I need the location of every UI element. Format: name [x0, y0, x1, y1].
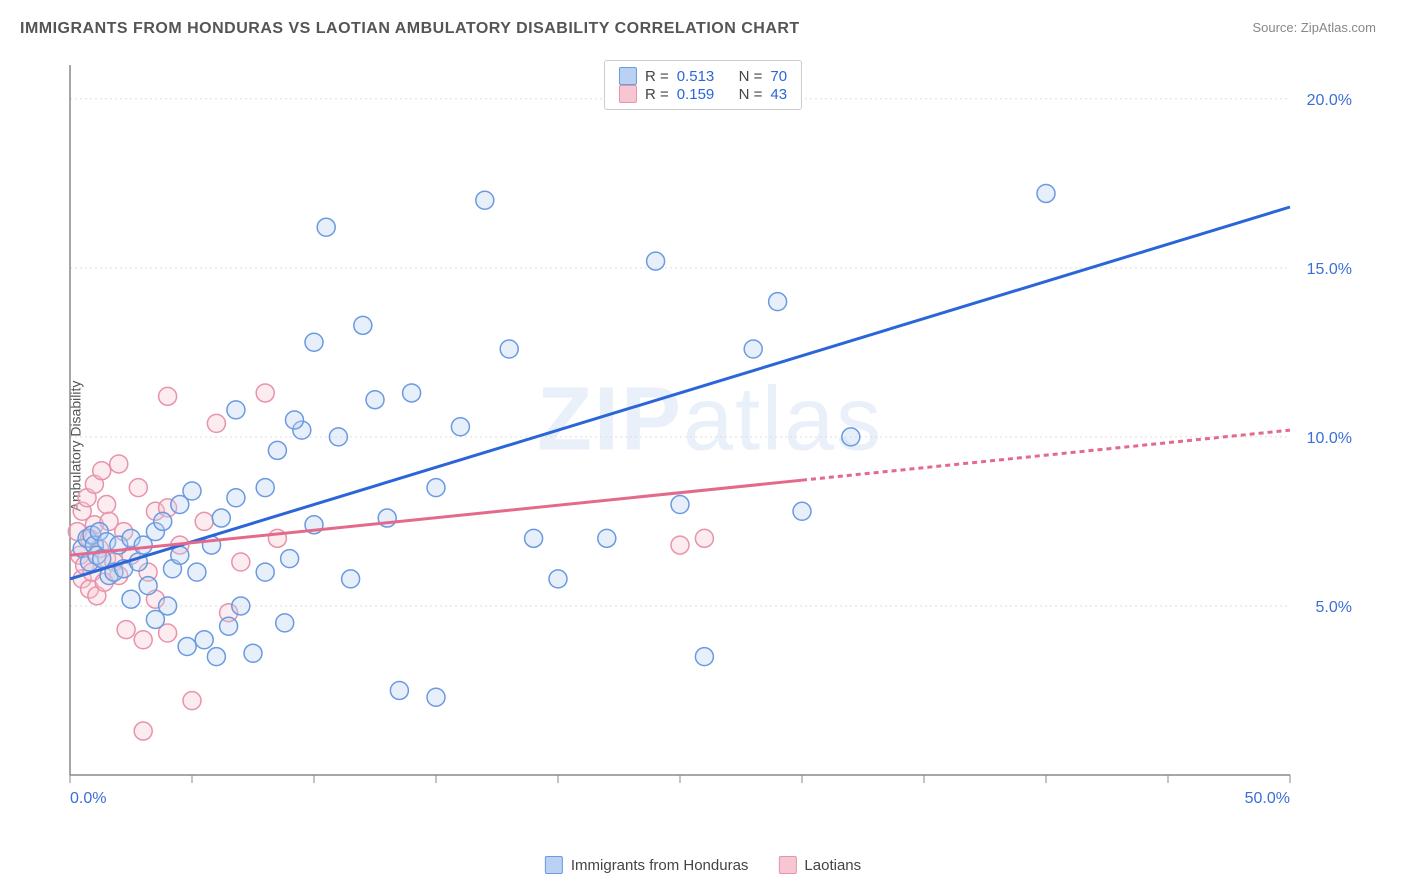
n-label: N = [739, 86, 763, 103]
scatter-point-honduras [329, 428, 347, 446]
ytick-label: 15.0% [1307, 261, 1352, 278]
scatter-point-laotians [695, 529, 713, 547]
legend-label-1: Immigrants from Honduras [571, 857, 749, 874]
regression-line-honduras [70, 207, 1290, 579]
r-value-2: 0.159 [677, 86, 715, 103]
scatter-point-honduras [195, 631, 213, 649]
chart-title: IMMIGRANTS FROM HONDURAS VS LAOTIAN AMBU… [20, 20, 800, 38]
legend-item-2: Laotians [778, 856, 861, 874]
scatter-point-honduras [305, 333, 323, 351]
scatter-point-laotians [134, 631, 152, 649]
n-label: N = [739, 68, 763, 85]
swatch-series2-icon [619, 85, 637, 103]
scatter-point-honduras [427, 688, 445, 706]
ytick-label: 5.0% [1316, 599, 1352, 616]
scatter-point-honduras [476, 191, 494, 209]
scatter-point-laotians [98, 496, 116, 514]
scatter-point-honduras [227, 489, 245, 507]
scatter-point-honduras [171, 496, 189, 514]
scatter-point-honduras [232, 597, 250, 615]
scatter-point-honduras [366, 391, 384, 409]
r-label: R = [645, 86, 669, 103]
scatter-point-honduras [647, 252, 665, 270]
legend-item-1: Immigrants from Honduras [545, 856, 749, 874]
scatter-point-honduras [1037, 184, 1055, 202]
legend-series: Immigrants from Honduras Laotians [545, 856, 861, 874]
scatter-point-honduras [256, 563, 274, 581]
scatter-point-honduras [188, 563, 206, 581]
scatter-point-laotians [183, 692, 201, 710]
scatter-point-honduras [268, 441, 286, 459]
legend-row-2: R = 0.159 N = 43 [619, 85, 787, 103]
scatter-point-honduras [769, 293, 787, 311]
scatter-point-laotians [134, 722, 152, 740]
scatter-point-laotians [207, 414, 225, 432]
scatter-point-honduras [744, 340, 762, 358]
scatter-point-laotians [256, 384, 274, 402]
scatter-point-honduras [212, 509, 230, 527]
scatter-point-honduras [500, 340, 518, 358]
scatter-point-honduras [220, 617, 238, 635]
scatter-point-laotians [117, 621, 135, 639]
scatter-point-laotians [93, 462, 111, 480]
r-label: R = [645, 68, 669, 85]
scatter-point-honduras [122, 590, 140, 608]
ytick-label: 10.0% [1307, 430, 1352, 447]
scatter-plot: 5.0% 10.0% 15.0% 20.0% 0.0% 50.0% [60, 55, 1360, 815]
scatter-point-honduras [427, 479, 445, 497]
source-attribution: Source: ZipAtlas.com [1252, 20, 1376, 35]
scatter-point-honduras [342, 570, 360, 588]
source-label: Source: [1252, 20, 1300, 35]
scatter-point-honduras [695, 648, 713, 666]
scatter-point-laotians [159, 387, 177, 405]
n-value-2: 43 [770, 86, 787, 103]
legend-correlation: R = 0.513 N = 70 R = 0.159 N = 43 [604, 60, 802, 110]
scatter-point-honduras [227, 401, 245, 419]
scatter-point-laotians [129, 479, 147, 497]
scatter-point-honduras [256, 479, 274, 497]
scatter-point-laotians [232, 553, 250, 571]
scatter-point-laotians [671, 536, 689, 554]
scatter-point-honduras [549, 570, 567, 588]
scatter-point-honduras [390, 681, 408, 699]
source-value: ZipAtlas.com [1301, 20, 1376, 35]
scatter-point-honduras [244, 644, 262, 662]
regression-line-laotians-dashed [802, 430, 1290, 480]
scatter-point-honduras [171, 546, 189, 564]
scatter-point-honduras [598, 529, 616, 547]
swatch-series2-icon [778, 856, 796, 874]
r-value-1: 0.513 [677, 68, 715, 85]
scatter-point-honduras [276, 614, 294, 632]
xtick-label: 50.0% [1245, 790, 1290, 807]
scatter-point-honduras [139, 577, 157, 595]
scatter-point-laotians [110, 455, 128, 473]
xtick-label: 0.0% [70, 790, 106, 807]
scatter-point-honduras [451, 418, 469, 436]
scatter-point-honduras [793, 502, 811, 520]
scatter-point-honduras [671, 496, 689, 514]
scatter-point-honduras [525, 529, 543, 547]
scatter-point-honduras [178, 638, 196, 656]
chart-area: ZIPatlas 5.0%10.0%15.0%20.0%0.0%50.0% [60, 55, 1360, 815]
scatter-point-honduras [281, 550, 299, 568]
n-value-1: 70 [770, 68, 787, 85]
scatter-point-laotians [195, 512, 213, 530]
scatter-point-honduras [159, 597, 177, 615]
scatter-point-honduras [354, 316, 372, 334]
ytick-label: 20.0% [1307, 92, 1352, 109]
swatch-series1-icon [619, 67, 637, 85]
scatter-point-honduras [317, 218, 335, 236]
scatter-point-honduras [207, 648, 225, 666]
scatter-point-honduras [842, 428, 860, 446]
swatch-series1-icon [545, 856, 563, 874]
scatter-point-honduras [285, 411, 303, 429]
scatter-point-honduras [403, 384, 421, 402]
legend-label-2: Laotians [804, 857, 861, 874]
scatter-point-honduras [154, 512, 172, 530]
legend-row-1: R = 0.513 N = 70 [619, 67, 787, 85]
